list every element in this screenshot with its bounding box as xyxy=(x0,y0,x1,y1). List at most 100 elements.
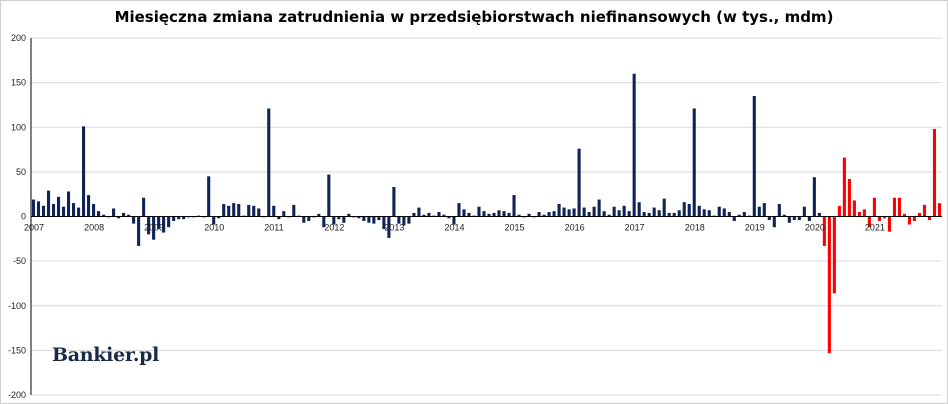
bar xyxy=(867,216,871,228)
bar xyxy=(51,204,56,217)
bar xyxy=(207,176,211,217)
bar xyxy=(167,216,171,228)
x-tick-label: 2017 xyxy=(625,223,645,233)
bar xyxy=(282,211,286,217)
bar xyxy=(692,108,696,217)
x-tick-label: 2012 xyxy=(324,223,344,233)
bar xyxy=(392,187,396,217)
bar xyxy=(56,196,61,217)
bar xyxy=(112,208,116,217)
bar xyxy=(247,204,251,217)
bar xyxy=(812,177,816,217)
bar xyxy=(642,212,646,217)
bar xyxy=(542,214,546,217)
bar xyxy=(402,216,406,226)
bars xyxy=(31,73,942,354)
bar xyxy=(92,204,96,217)
bar xyxy=(832,216,836,294)
x-tick-label: 2019 xyxy=(745,223,765,233)
y-tick-label: 150 xyxy=(11,78,26,88)
bar xyxy=(41,205,46,217)
bar xyxy=(902,213,907,217)
bar xyxy=(822,216,826,246)
bar xyxy=(567,209,571,217)
bar xyxy=(117,216,121,219)
axes xyxy=(30,38,942,395)
bar xyxy=(677,210,681,217)
bar xyxy=(357,216,361,219)
bar xyxy=(707,210,711,217)
bar xyxy=(342,216,346,223)
bar xyxy=(592,206,596,217)
bar xyxy=(277,216,281,220)
bar xyxy=(922,204,927,217)
bar xyxy=(362,216,366,221)
bankier-logo: Bankier.pl xyxy=(52,344,160,366)
bar xyxy=(732,216,736,221)
bar xyxy=(332,216,336,225)
x-tick-label: 2021 xyxy=(865,223,885,233)
bar xyxy=(742,212,746,217)
bar xyxy=(97,211,101,217)
bar xyxy=(897,197,901,217)
bar xyxy=(36,201,41,217)
bar xyxy=(537,212,541,217)
bar xyxy=(397,216,401,224)
bar xyxy=(772,216,776,228)
bar xyxy=(882,216,886,219)
bar xyxy=(657,210,661,217)
bar xyxy=(482,211,486,217)
bar xyxy=(907,216,912,225)
bar xyxy=(427,212,431,217)
y-tick-label: 200 xyxy=(11,33,26,43)
bar xyxy=(807,216,811,221)
y-axis-ticks: 200 150 100 50 0 -50 -100 -150 -200 xyxy=(8,33,26,400)
bar xyxy=(227,205,231,217)
bar xyxy=(267,108,271,217)
bar xyxy=(727,212,731,217)
bar xyxy=(862,209,866,217)
bar xyxy=(502,211,506,217)
bar xyxy=(492,212,496,217)
bar xyxy=(877,216,881,221)
y-tick-label: -200 xyxy=(8,390,26,400)
bar xyxy=(327,174,331,217)
bar xyxy=(497,210,501,217)
bar xyxy=(337,216,341,220)
bar xyxy=(892,197,896,217)
bar xyxy=(162,216,166,233)
bar xyxy=(222,204,226,217)
bar xyxy=(127,214,131,217)
bar xyxy=(152,216,156,240)
bar xyxy=(687,204,691,217)
bar xyxy=(387,216,391,238)
bar xyxy=(272,205,276,217)
y-tick-label: -100 xyxy=(8,301,26,311)
bar xyxy=(587,212,591,217)
bar xyxy=(697,205,701,217)
bar xyxy=(787,216,791,223)
x-tick-label: 2016 xyxy=(565,223,585,233)
bar xyxy=(31,199,36,217)
bar xyxy=(572,208,576,217)
bar xyxy=(827,216,831,354)
bar xyxy=(852,200,856,217)
y-tick-label: 100 xyxy=(11,122,26,132)
x-axis-ticks: 2007 2008 2009 2010 2011 2012 2013 2014 2015 2016… xyxy=(24,223,885,233)
bar xyxy=(652,207,656,217)
x-tick-label: 2020 xyxy=(805,223,825,233)
bar xyxy=(177,216,181,220)
y-tick-label: 50 xyxy=(16,167,26,177)
bar xyxy=(477,206,481,217)
bar xyxy=(627,211,631,217)
bar xyxy=(782,214,786,217)
bar xyxy=(577,148,581,217)
bar xyxy=(602,211,606,217)
bar xyxy=(237,204,241,217)
bar xyxy=(412,212,416,217)
bar xyxy=(292,204,296,217)
bar xyxy=(66,191,71,217)
x-tick-label: 2008 xyxy=(84,223,104,233)
bar xyxy=(132,216,136,224)
